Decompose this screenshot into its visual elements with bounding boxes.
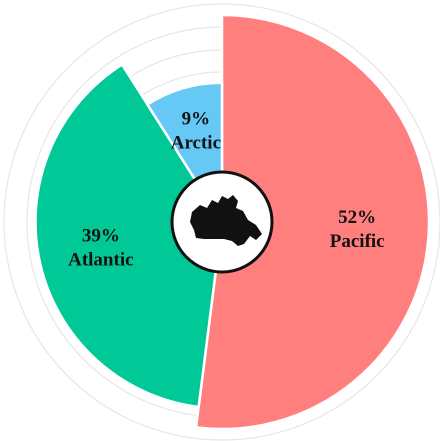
- category-label: Pacific: [330, 231, 385, 252]
- labels: 52% Pacific 39% Atlantic 9% Arctic: [68, 108, 385, 270]
- value-label: 52%: [338, 207, 376, 228]
- center-icon: [170, 170, 274, 274]
- value-label: 9%: [182, 108, 211, 129]
- category-label: Arctic: [171, 132, 221, 153]
- category-label: Atlantic: [68, 249, 133, 270]
- ring: [3, 3, 440, 441]
- canada-map: [190, 195, 262, 246]
- value-label: 39%: [82, 225, 120, 246]
